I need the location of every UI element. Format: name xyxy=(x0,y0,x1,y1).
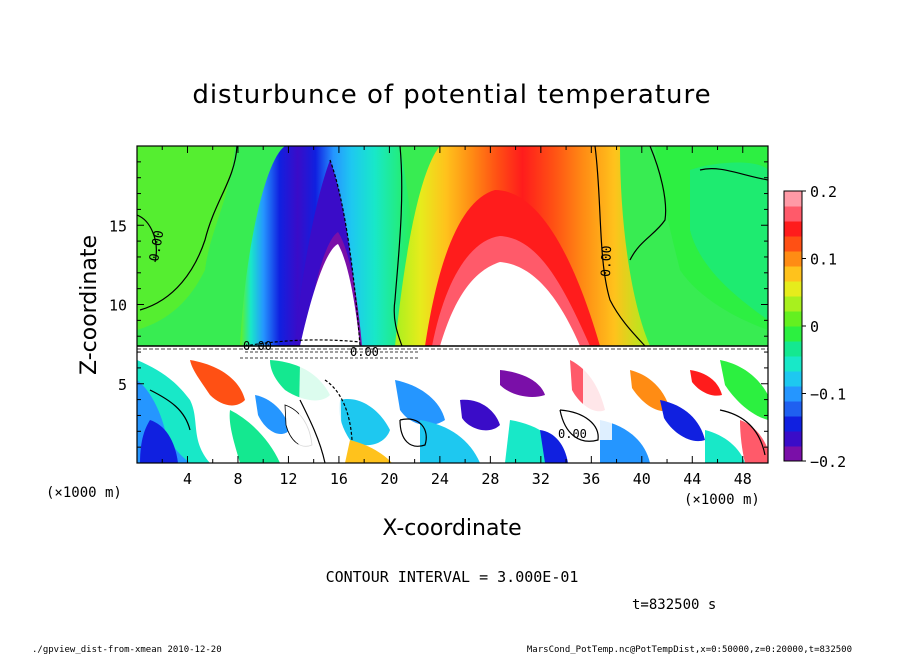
colorbar-swatch xyxy=(784,356,802,372)
y-tick-label: 5 xyxy=(118,376,127,394)
contour-label-group: 0.00 0.00 0.00 0.00 0.00 xyxy=(147,229,615,441)
colorbar-swatch xyxy=(784,326,802,342)
y-axis-title: Z-coordinate xyxy=(77,235,102,375)
colorbar-swatch xyxy=(784,311,802,327)
x-tick-label: 24 xyxy=(431,470,449,488)
colorbar-swatch xyxy=(784,281,802,297)
colorbar-swatch xyxy=(784,416,802,432)
colorbar-tick-label: 0.1 xyxy=(810,251,837,269)
colorbar-swatch xyxy=(784,191,802,207)
colorbar-swatch xyxy=(784,371,802,387)
plot-field xyxy=(137,146,768,463)
colorbar-swatch xyxy=(784,266,802,282)
contour-interval: CONTOUR INTERVAL = 3.000E-01 xyxy=(326,568,579,586)
contour-lines xyxy=(137,146,768,463)
colorbar-swatch xyxy=(784,446,802,462)
x-unit-right: (×1000 m) xyxy=(684,492,760,508)
x-tick-label: 20 xyxy=(380,470,398,488)
y-tick-label: 15 xyxy=(109,217,127,235)
x-tick-label: 16 xyxy=(330,470,348,488)
colorbar-swatch xyxy=(784,236,802,252)
x-tick-label: 8 xyxy=(233,470,242,488)
contour-label: 0.00 xyxy=(350,345,379,359)
x-tick-label: 36 xyxy=(582,470,600,488)
y-tick-label: 10 xyxy=(109,297,127,315)
colorbar: 0.2 0.1 0 −0.1 −0.2 xyxy=(783,183,846,471)
colorbar-swatch xyxy=(784,386,802,402)
x-axis: 4 8 12 16 20 24 28 32 36 40 44 48 xyxy=(161,146,752,488)
chart-title: disturbunce of potential temperature xyxy=(192,80,711,110)
colorbar-swatch xyxy=(784,296,802,312)
colorbar-swatch xyxy=(784,431,802,447)
contour-label: 0.00 xyxy=(243,339,272,353)
footer-left: ./gpview_dist-from-xmean 2010-12-20 xyxy=(32,645,222,654)
x-tick-label: 48 xyxy=(734,470,752,488)
x-tick-label: 12 xyxy=(279,470,297,488)
colorbar-swatch xyxy=(784,206,802,222)
contour-label: 0.00 xyxy=(147,229,167,262)
colorbar-swatch xyxy=(784,341,802,357)
colorbar-tick-label: −0.2 xyxy=(810,453,846,471)
contour-label: 0.00 xyxy=(599,245,615,277)
colorbar-swatch xyxy=(784,221,802,237)
colorbar-swatch xyxy=(784,251,802,267)
time-label: t=832500 s xyxy=(632,597,716,613)
x-tick-label: 44 xyxy=(683,470,701,488)
x-tick-label: 28 xyxy=(481,470,499,488)
colorbar-tick-label: 0.2 xyxy=(810,183,837,201)
colorbar-swatch xyxy=(784,401,802,417)
cold-core xyxy=(300,244,360,346)
footer-right: MarsCond_PotTemp.nc@PotTempDist,x=0:5000… xyxy=(527,645,852,654)
colorbar-tick-label: −0.1 xyxy=(810,386,846,404)
warm-core xyxy=(440,262,580,346)
x-unit-left: (×1000 m) xyxy=(46,485,122,501)
x-tick-label: 40 xyxy=(633,470,651,488)
x-tick-label: 4 xyxy=(183,470,192,488)
x-tick-label: 32 xyxy=(532,470,550,488)
x-axis-title: X-coordinate xyxy=(382,516,521,541)
boundary-layer-blobs xyxy=(137,360,768,463)
colorbar-tick-label: 0 xyxy=(810,318,819,336)
contour-label: 0.00 xyxy=(558,427,587,441)
y-axis: 5 10 15 xyxy=(109,161,768,448)
